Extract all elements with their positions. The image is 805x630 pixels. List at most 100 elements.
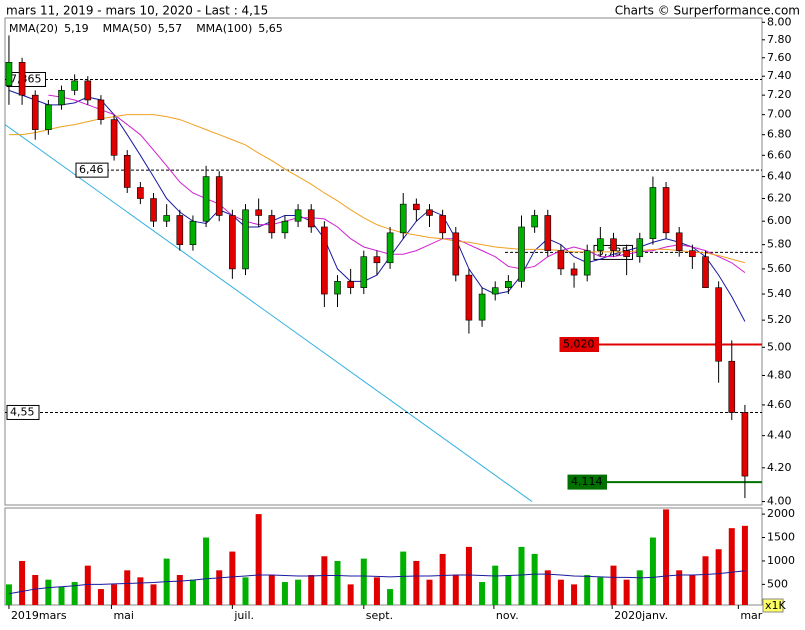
y-tick-label: 5.80 <box>767 238 792 251</box>
volume-bar <box>229 551 236 605</box>
candle-body <box>229 215 236 270</box>
volume-bar <box>373 577 380 605</box>
volume-unit: x1K <box>765 599 787 612</box>
y-tick-label: 8.00 <box>767 15 792 28</box>
volume-bar <box>728 528 735 605</box>
y-tick-label: 5.20 <box>767 313 792 326</box>
volume-bar <box>741 525 748 605</box>
volume-bar <box>544 570 551 605</box>
candle-body <box>84 80 92 101</box>
volume-bar <box>531 553 538 605</box>
candle-body <box>268 215 276 234</box>
candle-body <box>689 250 696 257</box>
x-tick-label: mai <box>113 609 134 622</box>
level-label-box <box>559 336 599 352</box>
volume-bar <box>216 570 223 605</box>
volume-bar <box>255 514 262 605</box>
volume-average <box>8 570 745 595</box>
x-tick-label: sept. <box>366 609 393 622</box>
volume-bar <box>597 577 604 605</box>
level-label-box <box>567 474 607 490</box>
trendline <box>4 124 533 502</box>
volume-bar <box>150 584 157 605</box>
volume-bar <box>32 575 39 605</box>
y-tick-label: 4.40 <box>767 429 792 442</box>
y-tick-label: 4.60 <box>767 398 792 411</box>
candle-body <box>439 215 446 234</box>
y-tick-label: 5.00 <box>767 340 792 353</box>
volume-bar <box>439 553 446 605</box>
volume-bar <box>295 579 302 605</box>
candle-body <box>715 287 722 362</box>
candle-body <box>31 94 39 130</box>
candle-body <box>518 226 525 282</box>
legend-value: 5,57 <box>158 22 183 35</box>
candle-body <box>478 293 486 321</box>
candle-body <box>163 215 170 222</box>
candle-body <box>189 220 197 245</box>
volume-bar <box>492 565 499 605</box>
volume-bar <box>321 556 328 605</box>
candle-body <box>452 232 460 276</box>
volume-bar <box>479 582 486 605</box>
candle-body <box>242 209 249 270</box>
candle-body <box>557 250 565 270</box>
candle-body <box>137 187 144 199</box>
volume-bar <box>360 558 367 605</box>
candle-body <box>623 250 630 257</box>
x-tick-label: 2019mars <box>11 609 67 622</box>
candle-body <box>636 238 644 257</box>
candle-body <box>570 268 578 276</box>
volume-bar <box>71 582 78 605</box>
y-tick-label: 4.20 <box>767 461 792 474</box>
x-tick-label: nov. <box>496 609 519 622</box>
legend-box <box>7 22 247 35</box>
candle-body <box>386 232 394 264</box>
y-tick-label: 7.00 <box>767 108 792 121</box>
volume-bar <box>308 575 315 605</box>
volume-bar <box>465 546 472 605</box>
price-panel <box>4 17 763 506</box>
volume-bar <box>111 584 118 605</box>
volume-bar <box>663 509 670 605</box>
candle-body <box>649 187 657 240</box>
volume-bar <box>176 575 183 605</box>
volume-bar <box>518 546 525 605</box>
candle-body <box>413 203 420 211</box>
candle-body <box>360 256 368 288</box>
volume-bar <box>676 570 683 605</box>
volume-bar <box>413 560 420 605</box>
candle-body <box>307 209 315 228</box>
candle-body <box>399 203 407 234</box>
candle-body <box>255 209 262 216</box>
level-label: 7,365 <box>10 72 42 85</box>
volume-bar <box>387 589 394 605</box>
volume-bar <box>19 560 26 605</box>
volume-bar <box>715 549 722 605</box>
legend-value: 5,19 <box>64 22 89 35</box>
candle-body <box>610 238 617 251</box>
level-label: 5,020 <box>563 337 595 350</box>
volume-bar <box>649 537 656 605</box>
volume-bar <box>400 551 407 605</box>
y-tick-label: 7.20 <box>767 88 792 101</box>
candle-body <box>110 119 118 156</box>
candle-body <box>18 62 26 96</box>
y-tick-label: 5.60 <box>767 262 792 275</box>
x-tick-label: mar <box>740 609 762 622</box>
volume-bar <box>189 579 196 605</box>
x-tick-label: 2020janv. <box>614 609 668 622</box>
chart-title: mars 11, 2019 - mars 10, 2020 - Last : 4… <box>6 4 268 18</box>
volume-bar <box>636 570 643 605</box>
candle-body <box>321 226 328 295</box>
candle-body <box>150 198 157 222</box>
volume-bar <box>124 570 131 605</box>
legend-name: MMA(100) <box>196 22 252 35</box>
volume-bar <box>242 577 249 605</box>
legend-value: 5,65 <box>258 22 283 35</box>
volume-bar <box>571 584 578 605</box>
unit-box <box>762 598 784 613</box>
candle-body <box>531 215 538 228</box>
